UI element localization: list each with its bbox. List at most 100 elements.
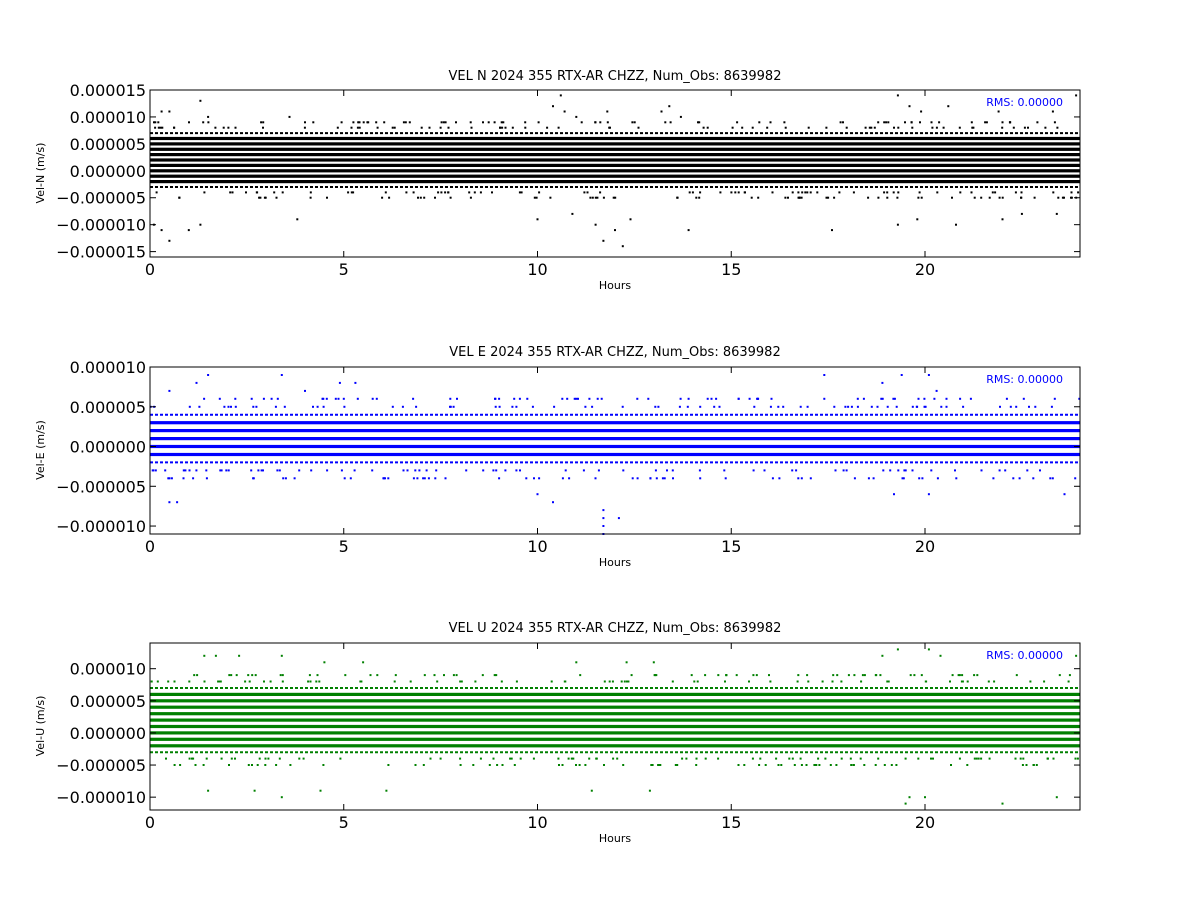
panel-vel-u: VEL U 2024 355 RTX-AR CHZZ, Num_Obs: 863…	[34, 621, 1081, 845]
data-point	[319, 789, 322, 792]
data-point	[603, 680, 606, 683]
data-point	[195, 469, 198, 472]
data-point	[696, 680, 699, 683]
data-point	[352, 191, 355, 194]
data-point	[840, 680, 843, 683]
data-point	[850, 405, 853, 408]
axes-vel-e: 0 5 10 15 20 0.000010 0.000005 0.000000 −0.00000…	[56, 358, 1080, 556]
data-point	[655, 674, 658, 677]
data-point	[1026, 469, 1029, 472]
data-point	[1033, 196, 1036, 199]
data-point	[572, 757, 575, 760]
data-point	[429, 757, 432, 760]
data-point	[1068, 674, 1071, 677]
data-point	[1012, 477, 1015, 480]
data-point	[525, 477, 528, 480]
data-point	[1018, 477, 1021, 480]
data-point	[245, 191, 247, 194]
data-point	[748, 680, 750, 683]
data-point	[916, 405, 919, 408]
data-point	[318, 680, 321, 683]
data-point	[359, 680, 362, 683]
data-point	[561, 477, 564, 480]
data-point	[439, 126, 442, 129]
data-point	[759, 757, 762, 760]
data-point	[561, 764, 564, 766]
data-point	[1022, 757, 1025, 760]
data-point	[588, 757, 591, 760]
data-point	[417, 196, 419, 199]
data-point	[231, 191, 234, 194]
y-tick-label: −0.000010	[56, 216, 146, 235]
data-point	[961, 674, 964, 677]
data-point	[824, 757, 827, 760]
data-point	[375, 397, 378, 400]
data-point	[1004, 469, 1007, 472]
data-point	[844, 405, 847, 408]
data-point	[349, 477, 352, 480]
data-point	[951, 196, 953, 199]
data-point	[927, 648, 930, 651]
x-axis-label-vel-u: Hours	[599, 832, 631, 845]
data-point	[591, 405, 594, 408]
data-point	[155, 191, 158, 194]
data-point	[806, 674, 809, 677]
data-point	[191, 757, 193, 760]
data-point	[589, 196, 592, 199]
data-point	[612, 757, 615, 760]
data-point	[344, 674, 347, 677]
data-point	[972, 126, 975, 129]
data-point	[1051, 477, 1054, 480]
data-point	[255, 405, 258, 408]
data-point	[270, 397, 273, 400]
data-point	[1039, 469, 1041, 472]
data-point	[698, 196, 701, 199]
data-point	[817, 757, 820, 760]
data-point	[1056, 126, 1059, 129]
data-point	[674, 764, 677, 766]
data-point	[825, 126, 828, 129]
data-point	[168, 239, 171, 242]
data-point	[699, 191, 702, 194]
data-point	[552, 105, 554, 108]
data-point	[853, 477, 856, 480]
x-tick-label: 0	[145, 260, 155, 279]
data-point	[481, 674, 484, 677]
panel-vel-n: VEL N 2024 355 RTX-AR CHZZ, Num_Obs: 863…	[34, 69, 1081, 292]
data-point	[602, 239, 605, 242]
data-point	[192, 757, 195, 760]
data-point	[859, 757, 862, 760]
data-point	[737, 764, 740, 766]
y-tick-label: −0.000010	[56, 517, 146, 536]
data-point	[343, 477, 346, 480]
data-point	[621, 405, 624, 408]
data-point	[252, 477, 255, 480]
data-point	[187, 229, 190, 232]
data-point	[449, 196, 452, 199]
data-point	[550, 680, 553, 683]
data-point	[217, 680, 220, 683]
data-point	[234, 126, 237, 129]
data-point	[931, 126, 934, 129]
data-point	[423, 477, 426, 480]
axes-vel-u: 0 5 10 15 20 0.000010 0.000005 0.000000 −0.00000…	[56, 643, 1080, 832]
data-point	[653, 674, 656, 677]
data-point	[156, 680, 159, 683]
data-point	[787, 196, 789, 199]
data-point	[228, 674, 231, 677]
data-point	[531, 405, 534, 408]
velocity-level-band	[150, 437, 1080, 441]
data-point	[415, 405, 418, 408]
data-point	[1051, 110, 1054, 113]
data-point	[661, 477, 664, 480]
data-point	[755, 674, 758, 677]
data-point	[416, 477, 419, 480]
panel-vel-e: VEL E 2024 355 RTX-AR CHZZ, Num_Obs: 863…	[34, 345, 1081, 569]
data-point	[354, 381, 357, 384]
data-point	[492, 757, 495, 760]
data-point	[203, 191, 206, 194]
data-point	[455, 121, 457, 124]
data-point	[347, 191, 350, 194]
data-point	[282, 477, 285, 480]
data-point	[387, 764, 390, 766]
